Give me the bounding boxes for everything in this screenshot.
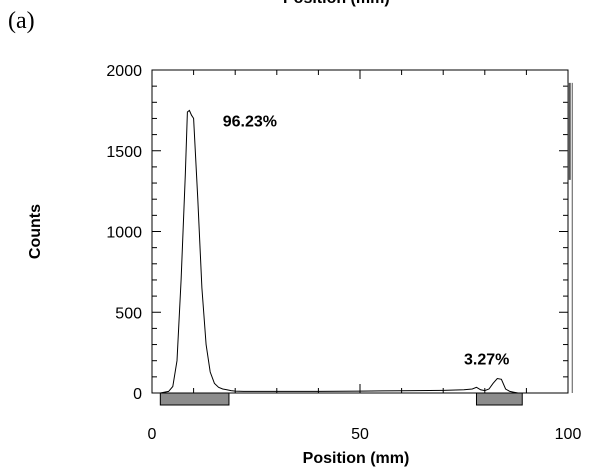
x-tick-label: 50 xyxy=(351,426,369,443)
x-tick-label: 100 xyxy=(555,426,582,443)
integration-region-bar xyxy=(475,392,523,406)
clipped-top-axis-title: Position (mm) xyxy=(283,0,390,8)
y-tick-label: 1500 xyxy=(106,144,142,161)
peak-percentage-annotation: 3.27% xyxy=(464,352,509,369)
counts-trace xyxy=(160,109,560,394)
y-tick-label: 500 xyxy=(115,305,142,322)
x-axis-title: Position (mm) xyxy=(303,450,410,467)
panel-label: (a) xyxy=(8,8,35,34)
y-tick-label: 1000 xyxy=(106,225,142,242)
peak-percentage-annotation: 96.23% xyxy=(223,114,277,131)
plot-frame xyxy=(151,69,569,394)
integration-region-bar xyxy=(159,392,230,406)
y-tick-label: 2000 xyxy=(106,63,142,80)
x-tick-label: 0 xyxy=(148,426,157,443)
y-tick-label: 0 xyxy=(133,386,142,403)
y-axis-title: Counts xyxy=(27,204,44,259)
